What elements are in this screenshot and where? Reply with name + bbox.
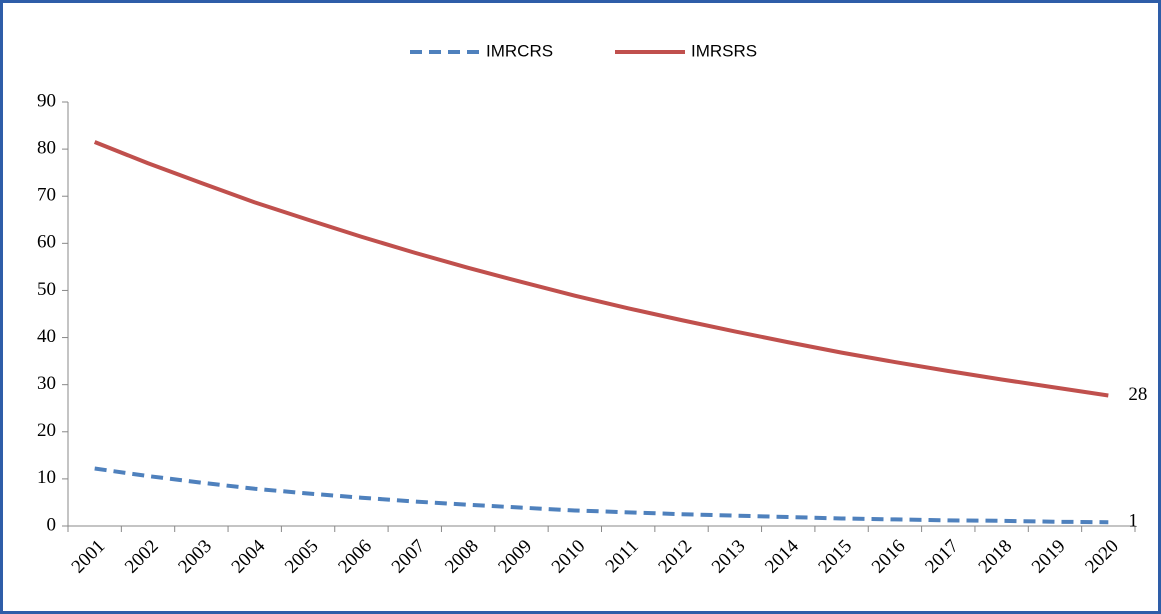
data-label: 1 <box>1128 511 1138 532</box>
y-tick-label: 70 <box>37 185 56 206</box>
y-tick-label: 60 <box>37 232 56 253</box>
y-tick-label: 80 <box>37 137 56 158</box>
series-line <box>93 140 1109 398</box>
series-line <box>94 466 1109 525</box>
legend-label: IMRSRS <box>691 41 757 60</box>
y-tick-label: 50 <box>37 279 56 300</box>
y-tick-label: 10 <box>37 467 56 488</box>
y-tick-label: 30 <box>37 373 56 394</box>
data-label: 28 <box>1128 384 1147 405</box>
y-tick-label: 40 <box>37 326 56 347</box>
legend-label: IMRCRS <box>486 41 553 60</box>
y-tick-label: 20 <box>37 420 56 441</box>
y-tick-label: 0 <box>47 514 57 535</box>
y-tick-label: 90 <box>37 90 56 111</box>
